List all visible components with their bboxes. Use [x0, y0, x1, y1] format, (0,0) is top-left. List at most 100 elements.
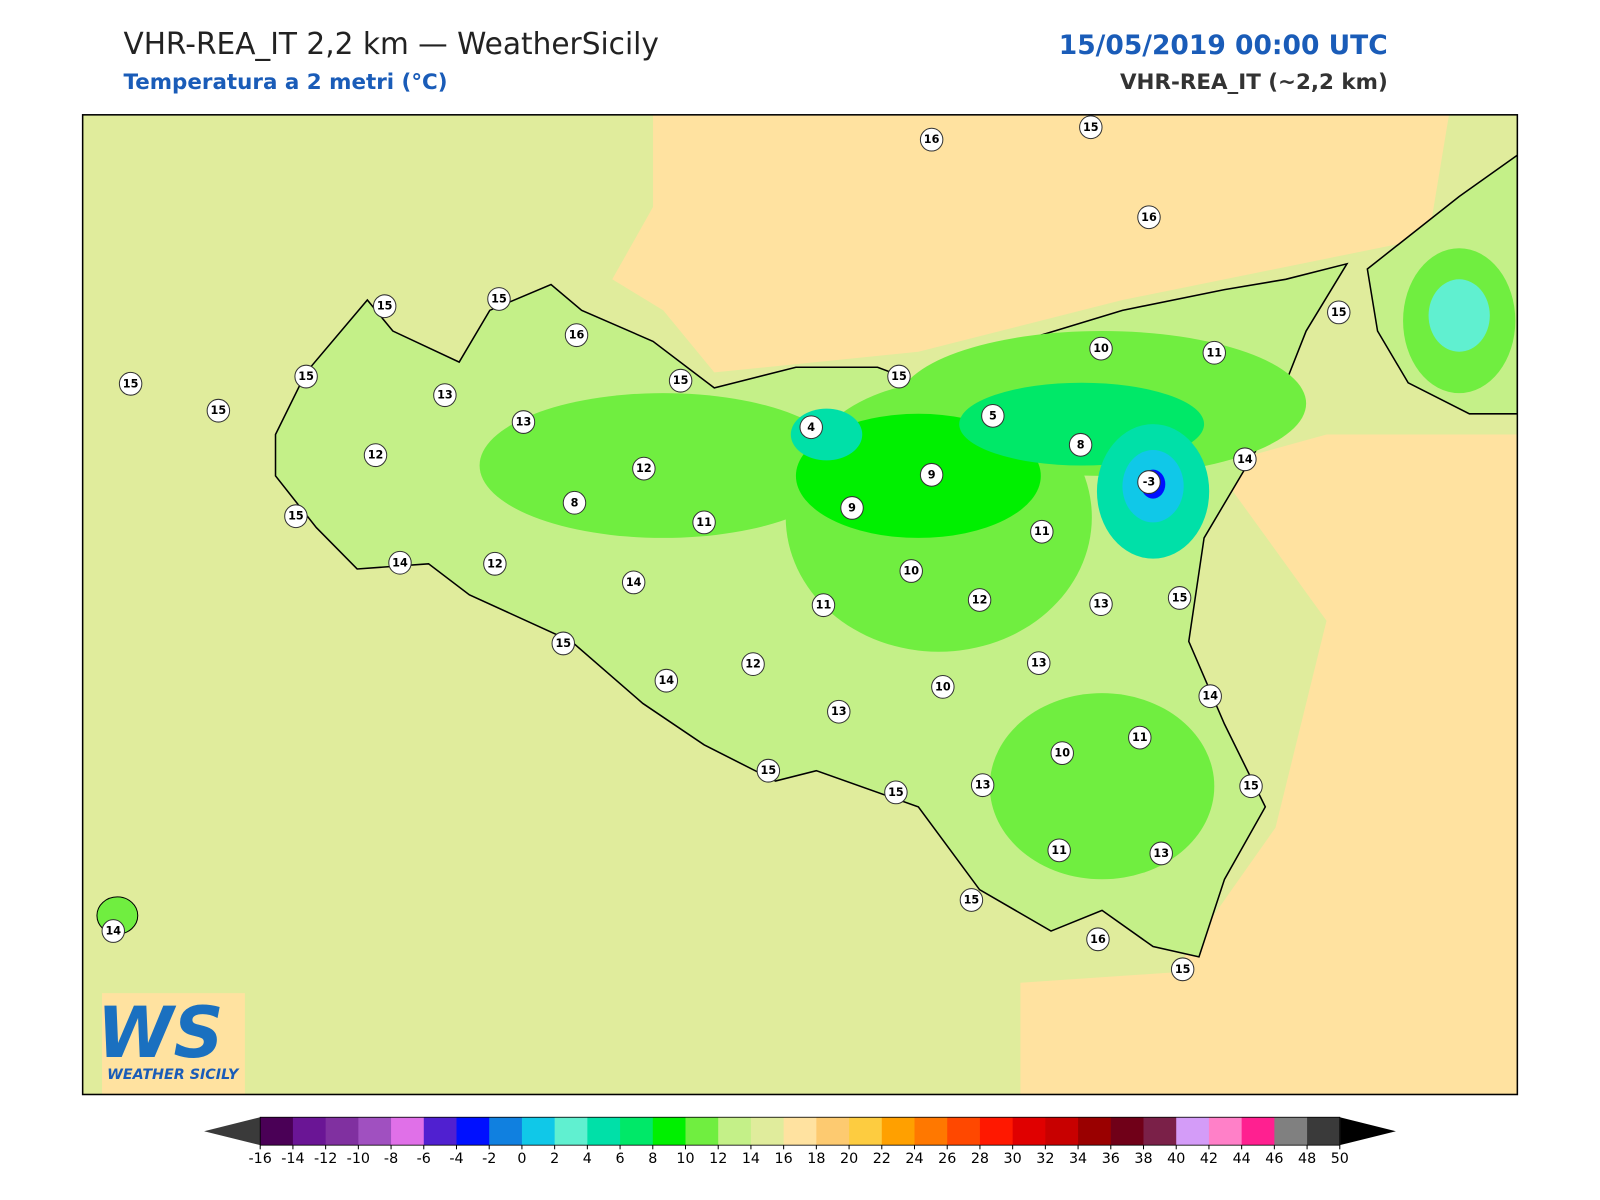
colorbar-tick-label: -14 — [281, 1151, 304, 1167]
station-marker — [562, 490, 587, 515]
station: 13 — [433, 383, 457, 408]
station: 15 — [487, 287, 511, 311]
station: 13 — [1027, 651, 1051, 675]
colorbar-tick-label: -6 — [417, 1151, 431, 1167]
station-marker — [1149, 841, 1173, 866]
station: 5 — [981, 403, 1005, 428]
station-value: 12 — [972, 593, 988, 606]
station-marker — [1170, 957, 1195, 982]
colorbar-segment — [456, 1117, 490, 1146]
station: 15 — [1170, 957, 1195, 982]
station-value: 15 — [491, 292, 507, 305]
colorbar-tick-label: 48 — [1298, 1151, 1316, 1167]
colorbar-segment — [1208, 1117, 1243, 1146]
colorbar-tick-label: 2 — [550, 1151, 559, 1167]
station-marker — [1086, 927, 1110, 952]
colorbar-tick-label: 50 — [1331, 1151, 1349, 1167]
colorbar-segment — [816, 1117, 850, 1146]
station-marker — [970, 773, 995, 798]
station-marker — [959, 888, 984, 912]
colorbar-tick-label: 18 — [807, 1151, 825, 1167]
stations: 16 15 16 15 15 16 15 15 15 13 13 15 15 10 11 15 4 5 8 14 12 1… — [101, 115, 1351, 982]
station-marker — [388, 550, 412, 575]
station: 8 — [562, 490, 587, 515]
station-marker — [632, 456, 656, 481]
colorbar-segment — [947, 1117, 981, 1146]
colorbar-tick-label: 40 — [1167, 1151, 1185, 1167]
station-value: 13 — [1031, 657, 1047, 670]
station-marker — [1050, 741, 1074, 765]
station-value: 16 — [1141, 211, 1157, 224]
station-value: 12 — [745, 658, 761, 671]
colorbar-tick-label: 8 — [648, 1151, 657, 1167]
station-marker — [1198, 684, 1222, 709]
station-marker — [294, 364, 318, 389]
colorbar-segment — [979, 1117, 1014, 1146]
station: 11 — [1030, 519, 1054, 544]
station-marker — [1137, 470, 1161, 494]
station-marker — [840, 496, 864, 520]
station-value: 4 — [807, 421, 815, 434]
station-marker — [1233, 447, 1257, 472]
colorbar-tick-label: -10 — [347, 1151, 370, 1167]
station-marker — [1202, 340, 1227, 365]
station: 12 — [967, 588, 992, 612]
station: 11 — [1202, 340, 1227, 365]
colorbar-segment — [260, 1117, 294, 1146]
colorbar-tick-label: -12 — [314, 1151, 337, 1167]
station: 15 — [959, 888, 984, 912]
colorbar-tick-label: -2 — [482, 1151, 496, 1167]
station: 12 — [741, 652, 765, 677]
station: 15 — [884, 780, 908, 805]
colorbar-segment — [1078, 1117, 1112, 1146]
station: 15 — [284, 504, 308, 529]
station-value: 15 — [888, 786, 904, 799]
colorbar-segment — [554, 1117, 588, 1146]
logo-mark: WS — [97, 993, 223, 1075]
colorbar-tick-label: 0 — [517, 1151, 526, 1167]
station-marker — [919, 127, 944, 152]
green-zone — [479, 393, 847, 538]
station-value: 14 — [1237, 453, 1253, 466]
station: 13 — [1089, 592, 1113, 617]
station-marker — [967, 588, 992, 612]
station-value: 15 — [891, 370, 907, 383]
station: 9 — [840, 496, 864, 520]
colorbar-segment — [1307, 1117, 1341, 1146]
colorbar-tick-label: 12 — [709, 1151, 727, 1167]
colorbar-tick-label: 30 — [1004, 1151, 1022, 1167]
colorbar-over — [1339, 1117, 1396, 1146]
colorbar-segment — [652, 1117, 687, 1146]
station-marker — [981, 403, 1005, 428]
station-marker — [654, 668, 679, 693]
station-value: 15 — [298, 370, 314, 383]
station-value: 12 — [487, 557, 503, 570]
station: 10 — [1089, 336, 1113, 361]
station-value: 13 — [1153, 847, 1169, 860]
station-marker — [551, 631, 575, 656]
station: -3 — [1137, 470, 1161, 494]
colorbar-segment — [1176, 1117, 1210, 1146]
colorbar-tick-label: 38 — [1134, 1151, 1152, 1167]
station-marker — [621, 570, 646, 595]
colorbar-tick-label: -8 — [384, 1151, 398, 1167]
station-value: 16 — [1090, 933, 1106, 946]
station-marker — [692, 510, 716, 535]
colorbar-segment — [489, 1117, 523, 1146]
green-zone — [989, 693, 1215, 880]
station: 15 — [294, 364, 318, 389]
station: 16 — [1086, 927, 1110, 952]
warm-sea — [612, 114, 1449, 373]
green-zone — [790, 408, 863, 461]
colorbar-tick-label: 36 — [1102, 1151, 1120, 1167]
station: 8 — [1068, 432, 1093, 457]
colorbar-segment — [587, 1117, 621, 1146]
colorbar-tick-label: 24 — [905, 1151, 923, 1167]
station-marker — [1047, 838, 1071, 863]
subtitle: Temperatura a 2 metri (°C) — [123, 70, 447, 95]
station-value: 10 — [1054, 747, 1070, 760]
colorbar-tick-label: 22 — [873, 1151, 891, 1167]
station-value: 11 — [696, 516, 712, 529]
datetime: 15/05/2019 00:00 UTC — [1059, 30, 1388, 61]
